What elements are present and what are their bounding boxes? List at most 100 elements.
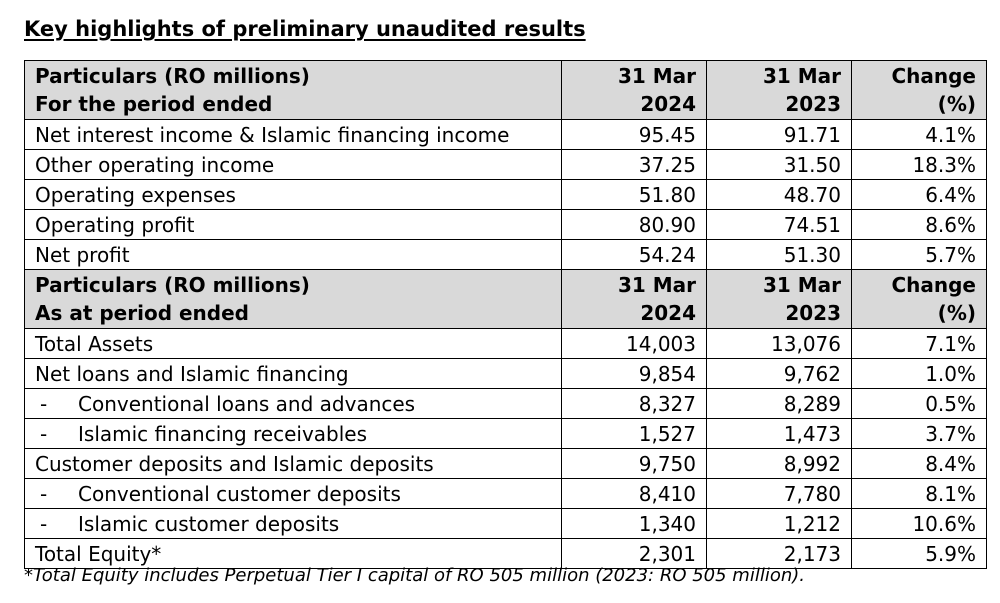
header-col-2023: 31 Mar 2023	[706, 269, 852, 329]
value-change: 0.5%	[851, 388, 987, 419]
value-2023: 91.71	[706, 119, 852, 150]
header-col-2024-line1: 31 Mar	[617, 273, 696, 297]
value-2024: 95.45	[561, 119, 707, 150]
value-2024: 51.80	[561, 179, 707, 210]
value-2023: 74.51	[706, 209, 852, 240]
header-col-2023-line2: 2023	[785, 301, 841, 325]
table-row: - Conventional customer deposits 8,410 7,…	[24, 478, 987, 509]
table-row: - Conventional loans and advances 8,327 8…	[24, 388, 987, 419]
header-col-2023-line1: 31 Mar	[762, 273, 841, 297]
dash-marker: -	[40, 481, 48, 506]
table-row: Net loans and Islamic financing 9,854 9,…	[24, 358, 987, 389]
value-2023: 13,076	[706, 328, 852, 359]
row-label: Conventional loans and advances	[78, 391, 416, 416]
value-change: 5.9%	[851, 538, 987, 569]
value-2023: 1,212	[706, 508, 852, 539]
header-label-line2: For the period ended	[35, 92, 273, 116]
value-2023: 8,992	[706, 448, 852, 479]
value-2023: 7,780	[706, 478, 852, 509]
value-change: 8.6%	[851, 209, 987, 240]
header-label-line1: Particulars (RO millions)	[35, 64, 310, 88]
value-2023: 1,473	[706, 418, 852, 449]
row-label: Net loans and Islamic financing	[24, 358, 562, 389]
value-2024: 80.90	[561, 209, 707, 240]
dash-marker: -	[40, 421, 48, 446]
row-label: Islamic customer deposits	[78, 511, 340, 536]
value-2023: 8,289	[706, 388, 852, 419]
results-table: Particulars (RO millions) For the period…	[24, 60, 987, 569]
header-col-change: Change (%)	[851, 60, 987, 120]
value-2023: 51.30	[706, 239, 852, 270]
header-col-2024-line2: 2024	[640, 92, 696, 116]
value-2024: 1,527	[561, 418, 707, 449]
header-label-line1: Particulars (RO millions)	[35, 273, 310, 297]
value-2023: 9,762	[706, 358, 852, 389]
value-change: 4.1%	[851, 119, 987, 150]
header-particulars: Particulars (RO millions) As at period e…	[24, 269, 562, 329]
table-row: Total Equity* 2,301 2,173 5.9%	[24, 538, 987, 569]
header-col-2023: 31 Mar 2023	[706, 60, 852, 120]
table-row: Other operating income 37.25 31.50 18.3%	[24, 149, 987, 180]
header-col-change-line1: Change	[891, 64, 976, 88]
row-label-indented: - Islamic customer deposits	[24, 508, 562, 539]
header-col-change-line2: (%)	[937, 92, 976, 116]
row-label-indented: - Conventional loans and advances	[24, 388, 562, 419]
value-2023: 2,173	[706, 538, 852, 569]
value-2023: 48.70	[706, 179, 852, 210]
value-change: 10.6%	[851, 508, 987, 539]
value-change: 5.7%	[851, 239, 987, 270]
row-label: Total Equity*	[24, 538, 562, 569]
value-change: 3.7%	[851, 418, 987, 449]
header-col-change: Change (%)	[851, 269, 987, 329]
table-row: Net interest income & Islamic financing …	[24, 119, 987, 150]
header-col-2023-line2: 2023	[785, 92, 841, 116]
header-col-2024-line2: 2024	[640, 301, 696, 325]
row-label: Conventional customer deposits	[78, 481, 401, 506]
page-title: Key highlights of preliminary unaudited …	[24, 17, 586, 41]
row-label: Operating expenses	[24, 179, 562, 210]
table-row: Operating profit 80.90 74.51 8.6%	[24, 209, 987, 240]
table-row: - Islamic financing receivables 1,527 1,4…	[24, 418, 987, 449]
value-2023: 31.50	[706, 149, 852, 180]
value-change: 8.4%	[851, 448, 987, 479]
dash-marker: -	[40, 511, 48, 536]
value-change: 18.3%	[851, 149, 987, 180]
row-label: Operating profit	[24, 209, 562, 240]
table-row: Total Assets 14,003 13,076 7.1%	[24, 328, 987, 359]
value-2024: 9,750	[561, 448, 707, 479]
header-col-2023-line1: 31 Mar	[762, 64, 841, 88]
row-label: Net profit	[24, 239, 562, 270]
value-2024: 9,854	[561, 358, 707, 389]
table-row: Operating expenses 51.80 48.70 6.4%	[24, 179, 987, 210]
value-change: 8.1%	[851, 478, 987, 509]
row-label-indented: - Conventional customer deposits	[24, 478, 562, 509]
table-row: Net profit 54.24 51.30 5.7%	[24, 239, 987, 270]
row-label: Islamic financing receivables	[78, 421, 368, 446]
table-header-row: Particulars (RO millions) As at period e…	[24, 269, 987, 329]
header-particulars: Particulars (RO millions) For the period…	[24, 60, 562, 120]
value-2024: 14,003	[561, 328, 707, 359]
header-col-2024-line1: 31 Mar	[617, 64, 696, 88]
footnote: *Total Equity includes Perpetual Tier I …	[24, 565, 806, 586]
value-change: 1.0%	[851, 358, 987, 389]
table-row: Customer deposits and Islamic deposits 9…	[24, 448, 987, 479]
row-label: Other operating income	[24, 149, 562, 180]
value-change: 6.4%	[851, 179, 987, 210]
header-col-change-line1: Change	[891, 273, 976, 297]
value-2024: 8,410	[561, 478, 707, 509]
value-change: 7.1%	[851, 328, 987, 359]
value-2024: 2,301	[561, 538, 707, 569]
header-col-2024: 31 Mar 2024	[561, 269, 707, 329]
value-2024: 54.24	[561, 239, 707, 270]
dash-marker: -	[40, 391, 48, 416]
value-2024: 1,340	[561, 508, 707, 539]
table-row: - Islamic customer deposits 1,340 1,212 1…	[24, 508, 987, 539]
header-col-change-line2: (%)	[937, 301, 976, 325]
row-label-indented: - Islamic financing receivables	[24, 418, 562, 449]
header-col-2024: 31 Mar 2024	[561, 60, 707, 120]
value-2024: 8,327	[561, 388, 707, 419]
value-2024: 37.25	[561, 149, 707, 180]
row-label: Total Assets	[24, 328, 562, 359]
row-label: Customer deposits and Islamic deposits	[24, 448, 562, 479]
table-header-row: Particulars (RO millions) For the period…	[24, 60, 987, 120]
